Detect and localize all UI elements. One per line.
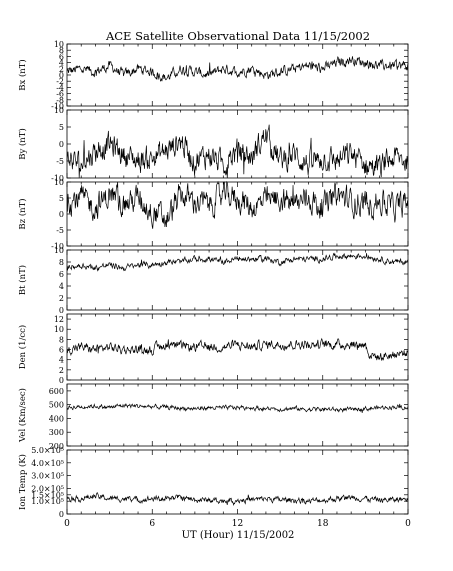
- y-tick-label: 4.0×10⁵: [31, 459, 64, 468]
- y-tick-label: 0: [59, 510, 64, 519]
- y-tick-label: 200: [49, 442, 64, 451]
- series-line-by: [66, 124, 409, 179]
- y-tick-label: -8: [56, 96, 64, 105]
- y-tick-label: 5.0×10⁵: [31, 446, 64, 455]
- y-tick-label: -5: [56, 226, 64, 235]
- series-line-bz: [66, 180, 409, 229]
- y-tick-label: 300: [49, 428, 64, 437]
- y-tick-label: 0: [59, 71, 64, 80]
- y-tick-label: -10: [51, 242, 64, 251]
- y-tick-label: 5: [59, 194, 64, 203]
- y-tick-label: 10: [54, 40, 64, 49]
- y-tick-label: 8: [59, 335, 64, 344]
- y-tick-label: -6: [56, 90, 64, 99]
- y-tick-label: -5: [56, 157, 64, 166]
- y-tick-label: 4: [59, 59, 64, 68]
- x-tick-label: 0: [405, 519, 411, 529]
- y-tick-label: 5: [59, 123, 64, 132]
- y-axis-label: Ion Temp (K): [17, 454, 28, 510]
- x-tick-label: 0: [64, 519, 70, 529]
- panel-by: -10 -5 0 5 10 By (nT): [17, 106, 409, 183]
- panel-frame: [66, 449, 409, 515]
- series-line-bt: [66, 252, 409, 272]
- panel-bz: -10 -5 0 5 10 Bz (nT): [17, 178, 409, 251]
- y-tick-label: -10: [51, 174, 64, 183]
- series-line-bx: [66, 56, 409, 82]
- y-tick-label: 3.0×10⁵: [31, 472, 64, 481]
- y-tick-label: 0: [59, 376, 64, 385]
- y-tick-label: 12: [54, 315, 64, 324]
- series-line-vel: [66, 402, 409, 413]
- y-tick-label: 10: [54, 325, 64, 334]
- y-axis-label: Bz (nT): [17, 198, 28, 229]
- y-axis-label: Bx (nT): [17, 59, 28, 91]
- y-tick-label: -4: [56, 83, 64, 92]
- y-tick-label: 6: [59, 270, 64, 279]
- y-tick-label: 4: [59, 282, 64, 291]
- y-tick-label: 400: [49, 414, 64, 423]
- y-tick-label: 2.0×10⁵: [31, 484, 64, 493]
- y-tick-label: 4: [59, 356, 64, 365]
- y-tick-label: 0: [59, 306, 64, 315]
- panel-bt: 0 2 4 6 8 10 Bt (nT): [17, 246, 409, 315]
- y-tick-label: 6: [59, 52, 64, 61]
- panel-vel: 200 300 400 500 600 Vel (Km/sec): [17, 383, 409, 451]
- series-line-den: [66, 337, 409, 361]
- y-axis-label: By (nT): [17, 128, 28, 160]
- y-tick-label: 0: [59, 210, 64, 219]
- y-tick-label: 10: [54, 106, 64, 115]
- y-tick-label: 600: [49, 387, 64, 396]
- panel-frame: [66, 383, 409, 447]
- y-tick-label: 8: [59, 258, 64, 267]
- y-tick-label: 8: [59, 46, 64, 55]
- y-tick-label: 0: [59, 140, 64, 149]
- chart-title: ACE Satellite Observational Data 11/15/2…: [105, 29, 370, 43]
- y-axis-label: Bt (nT): [17, 265, 28, 295]
- y-axis-label: Vel (Km/sec): [17, 388, 28, 443]
- y-tick-label: -10: [51, 102, 64, 111]
- y-axis-label: Den (1/cc): [17, 325, 28, 369]
- panel-frame: [66, 109, 409, 179]
- y-tick-label: 1.5×10⁵: [31, 491, 64, 500]
- x-tick-label: 18: [317, 519, 329, 529]
- y-tick-label: 2: [59, 366, 64, 375]
- y-tick-label: 6: [59, 346, 64, 355]
- x-tick-label: 6: [149, 519, 155, 529]
- y-tick-label: 1.0×10⁵: [31, 497, 64, 506]
- panel-frame: [66, 43, 409, 107]
- y-tick-label: 2: [59, 65, 64, 74]
- x-axis-label: UT (Hour) 11/15/2002: [182, 530, 295, 541]
- series-line-ion-temp: [66, 492, 409, 507]
- y-tick-label: 2: [59, 294, 64, 303]
- y-tick-label: 10: [54, 178, 64, 187]
- y-tick-label: 500: [49, 401, 64, 410]
- y-tick-label: -2: [56, 77, 64, 86]
- x-tick-label: 12: [232, 519, 243, 529]
- y-tick-label: 10: [54, 246, 64, 255]
